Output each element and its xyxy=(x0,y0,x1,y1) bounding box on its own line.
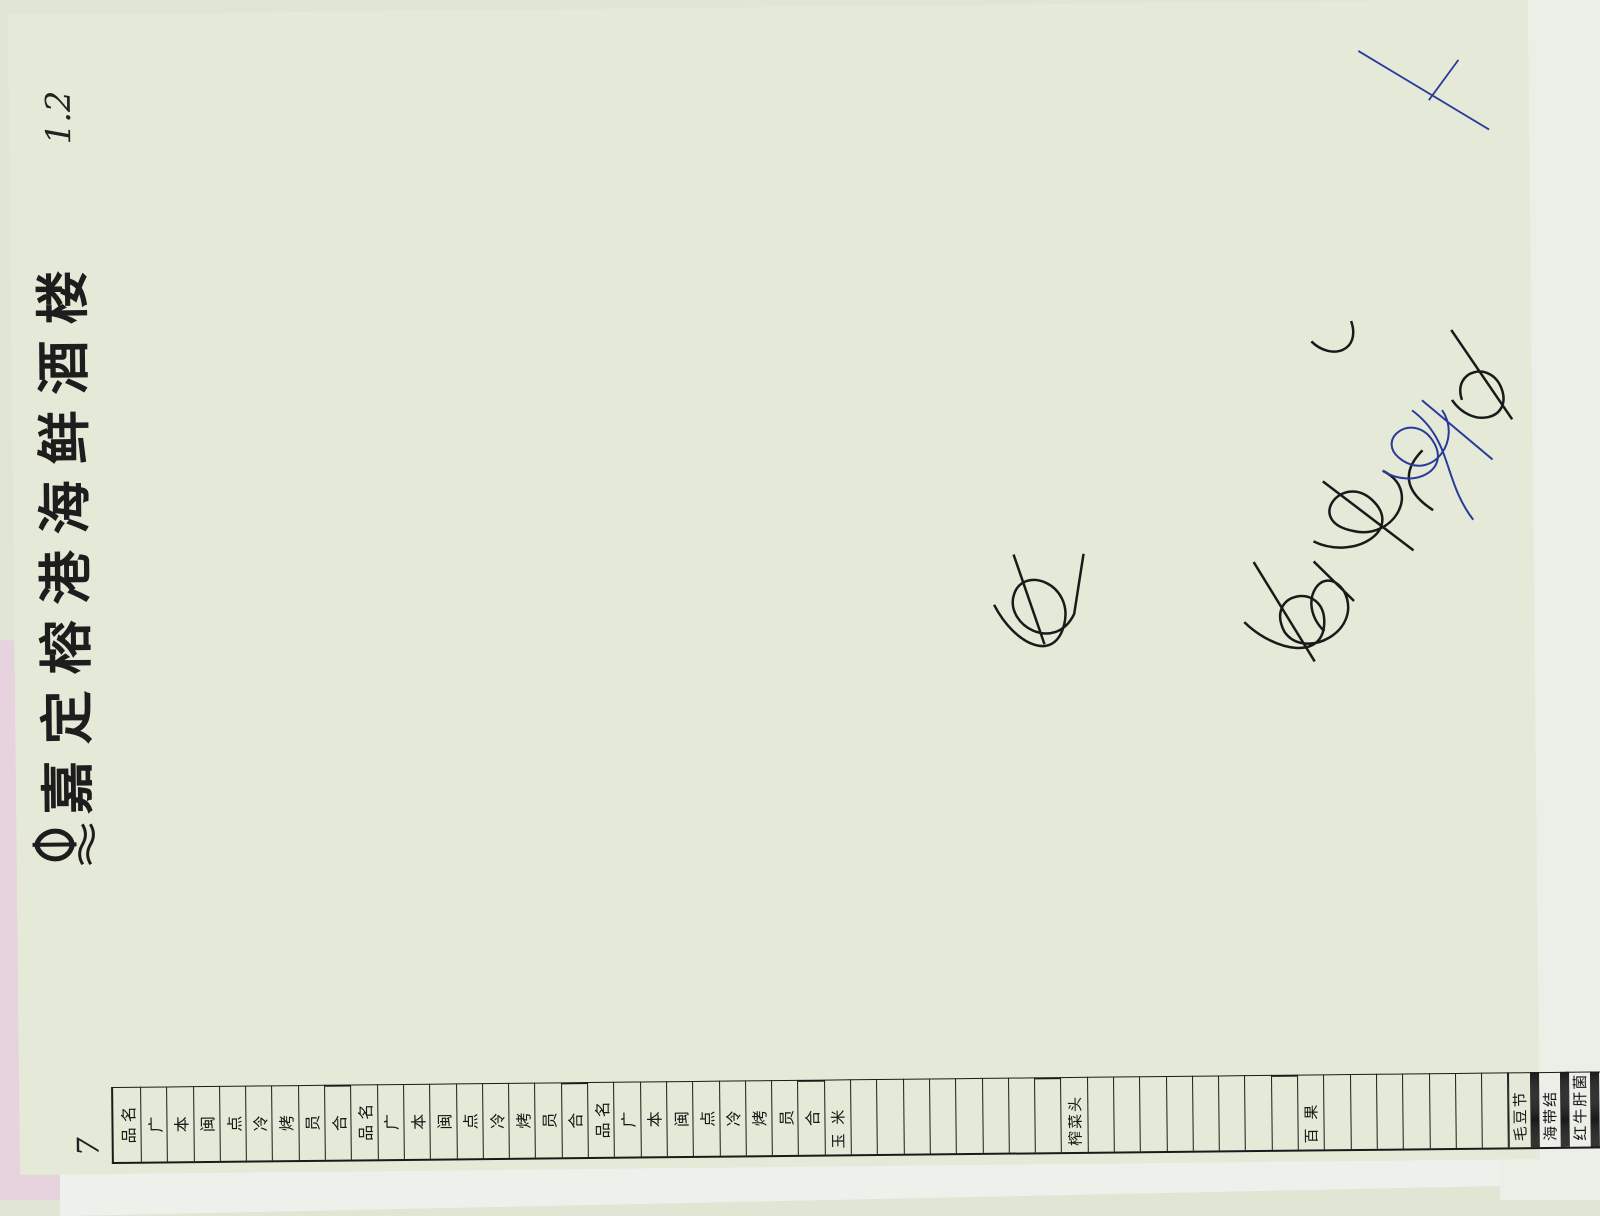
corner-mark: 7 xyxy=(71,1136,107,1157)
item-name: 榨菜头 xyxy=(1061,1076,1089,1153)
column-header: 品 名 xyxy=(351,1084,379,1160)
qty-cell xyxy=(1114,1076,1142,1152)
qty-cell xyxy=(1219,1075,1247,1151)
column-header: 冷 xyxy=(719,1080,747,1156)
column-header: 本 xyxy=(167,1086,195,1162)
column-header: 烤 xyxy=(509,1082,537,1158)
qty-cell xyxy=(1166,1075,1194,1151)
column-header: 合 xyxy=(325,1084,353,1160)
item-name: 红牛肝菌 xyxy=(1569,1071,1593,1147)
qty-cell xyxy=(851,1079,879,1155)
qty-cell xyxy=(1403,1073,1431,1149)
qty-cell xyxy=(1192,1075,1220,1151)
qty-cell xyxy=(929,1078,958,1154)
restaurant-logo-icon xyxy=(32,823,95,866)
signatures xyxy=(992,50,1514,663)
column-header: 合 xyxy=(798,1079,826,1155)
qty-cell xyxy=(982,1077,1010,1153)
total-cell xyxy=(1271,1074,1299,1150)
column-header: 闽 xyxy=(666,1080,695,1157)
signature-6 xyxy=(1357,50,1490,131)
signature-3 xyxy=(1312,449,1434,552)
column-header: 品 名 xyxy=(588,1081,616,1158)
signature-1 xyxy=(992,553,1085,648)
column-header: 闽 xyxy=(193,1085,221,1162)
signature-5 xyxy=(1310,320,1514,421)
column-header: 员 xyxy=(772,1079,800,1156)
qty-cell xyxy=(1245,1074,1273,1151)
column-header: 本 xyxy=(640,1081,668,1157)
column-header: 点 xyxy=(693,1080,721,1156)
column-header: 烤 xyxy=(745,1080,773,1156)
column-header: 冷 xyxy=(482,1082,511,1159)
order-table: 品 名广本闽点冷烤员合品 名广本闽点冷烤员合品 名广本闽点冷烤员合玉 米榨菜头百… xyxy=(111,996,1600,1165)
column-header: 广 xyxy=(141,1086,169,1162)
qty-cell xyxy=(1087,1076,1115,1152)
column-header: 点 xyxy=(219,1085,248,1161)
order-form-sheet: 嘉定榕港海鲜酒楼 1.2 7 品 名广本闽点冷烤员合品 名广本闽点冷烤员合品 名… xyxy=(7,0,1600,1176)
qty-cell xyxy=(903,1078,931,1154)
qty-cell xyxy=(1482,1072,1510,1148)
qty-cell xyxy=(1350,1073,1378,1150)
column-header: 冷 xyxy=(246,1085,274,1161)
column-header: 员 xyxy=(535,1082,563,1158)
qty-cell xyxy=(1455,1072,1483,1148)
column-header: 本 xyxy=(404,1083,432,1159)
qty-cell xyxy=(956,1077,984,1154)
qty-cell xyxy=(1324,1074,1352,1150)
qty-cell xyxy=(1376,1073,1405,1149)
qty-cell xyxy=(1140,1075,1168,1152)
qty-cell xyxy=(1429,1072,1457,1149)
column-header: 员 xyxy=(298,1084,326,1161)
item-name: 玉 米 xyxy=(824,1079,852,1155)
item-name: 海带结 xyxy=(1539,1071,1563,1148)
column-header: 烤 xyxy=(272,1085,300,1161)
column-header: 合 xyxy=(561,1082,589,1158)
column-header: 点 xyxy=(456,1083,484,1159)
qty-cell xyxy=(1008,1077,1036,1153)
item-name: 百 果 xyxy=(1298,1074,1326,1150)
signature-2 xyxy=(1243,560,1355,663)
qty-cell xyxy=(877,1078,905,1155)
item-name: 毛豆节 xyxy=(1509,1072,1533,1148)
signature-4 xyxy=(1382,399,1494,521)
handwritten-date: 1.2 xyxy=(38,90,80,145)
page-title: 嘉定榕港海鲜酒楼 xyxy=(30,254,101,815)
column-header: 品 名 xyxy=(113,1086,142,1163)
column-header: 广 xyxy=(377,1083,405,1160)
total-cell xyxy=(1035,1077,1063,1153)
column-header: 广 xyxy=(614,1081,642,1157)
column-header: 闽 xyxy=(430,1083,458,1159)
